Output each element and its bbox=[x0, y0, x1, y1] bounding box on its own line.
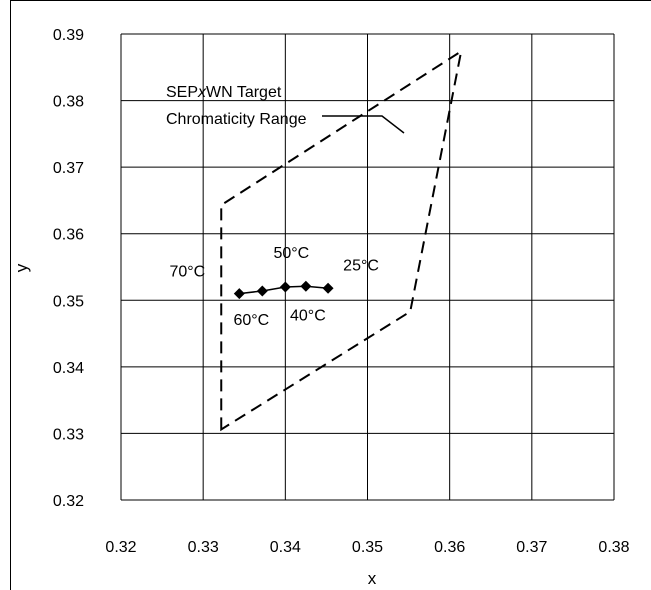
y-tick-label: 0.36 bbox=[53, 227, 84, 244]
x-tick-labels: 0.32 0.33 0.34 0.35 0.36 0.37 0.38 bbox=[105, 539, 629, 556]
x-tick-label: 0.34 bbox=[270, 539, 301, 556]
series-markers bbox=[233, 280, 334, 300]
data-point-marker bbox=[279, 281, 291, 293]
data-point-marker bbox=[300, 280, 312, 292]
x-tick-label: 0.32 bbox=[105, 539, 136, 556]
grid bbox=[120, 33, 615, 501]
y-tick-label: 0.39 bbox=[53, 27, 84, 44]
point-label: 60°C bbox=[233, 312, 269, 329]
x-axis-label: x bbox=[368, 569, 377, 588]
data-point-marker bbox=[256, 285, 268, 297]
data-point-marker bbox=[322, 282, 334, 294]
point-label: 50°C bbox=[273, 245, 309, 262]
point-label: 25°C bbox=[343, 257, 379, 274]
target-label-line1: SEPxWN Target bbox=[166, 84, 282, 101]
target-label-line2: Chromaticity Range bbox=[166, 111, 307, 128]
point-labels: 70°C 60°C 50°C 40°C 25°C bbox=[169, 245, 378, 329]
y-tick-label: 0.32 bbox=[53, 493, 84, 510]
y-tick-label: 0.38 bbox=[53, 94, 84, 111]
point-label: 70°C bbox=[169, 264, 205, 281]
data-point-marker bbox=[233, 288, 245, 300]
y-axis-label: y bbox=[12, 263, 31, 272]
y-tick-labels: 0.32 0.33 0.34 0.35 0.36 0.37 0.38 0.39 bbox=[53, 27, 84, 510]
x-tick-label: 0.35 bbox=[352, 539, 383, 556]
x-tick-label: 0.33 bbox=[188, 539, 219, 556]
y-tick-label: 0.34 bbox=[53, 360, 84, 377]
y-tick-label: 0.37 bbox=[53, 160, 84, 177]
y-tick-label: 0.33 bbox=[53, 426, 84, 443]
x-tick-label: 0.38 bbox=[598, 539, 629, 556]
x-tick-label: 0.37 bbox=[516, 539, 547, 556]
x-tick-label: 0.36 bbox=[434, 539, 465, 556]
point-label: 40°C bbox=[290, 307, 326, 324]
y-tick-label: 0.35 bbox=[53, 293, 84, 310]
target-chromaticity-range bbox=[220, 49, 463, 432]
annotation-leader-line bbox=[322, 115, 405, 134]
